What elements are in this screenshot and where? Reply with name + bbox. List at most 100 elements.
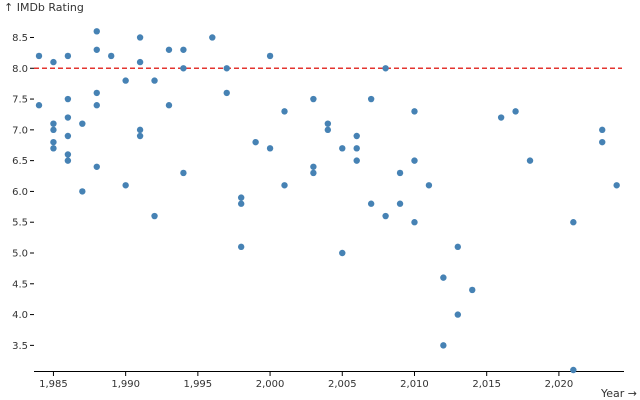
data-point — [281, 182, 288, 189]
x-tick-label: 2,010 — [400, 379, 429, 390]
data-point — [454, 243, 462, 251]
data-point — [353, 132, 360, 140]
data-point — [93, 89, 100, 97]
data-point — [237, 194, 245, 201]
data-point — [136, 126, 144, 134]
data-point — [64, 132, 72, 140]
data-point — [93, 102, 100, 109]
data-point — [93, 28, 100, 35]
data-points — [35, 28, 620, 374]
data-point — [151, 77, 158, 84]
data-point — [35, 102, 43, 109]
data-point — [108, 52, 115, 60]
y-tick-label: 4.5 — [12, 279, 28, 290]
data-point — [79, 120, 86, 127]
data-point — [50, 58, 57, 66]
data-point — [50, 145, 57, 152]
y-axis: 3.5 4.0 4.5 5.0 5.5 6.0 6.5 7.0 7.5 8.0 8.5 — [12, 33, 34, 352]
data-point — [526, 157, 534, 164]
data-point — [613, 182, 620, 189]
x-tick-label: 2,020 — [545, 379, 574, 390]
data-point — [570, 219, 577, 226]
data-point — [122, 182, 129, 189]
data-point — [180, 46, 187, 53]
y-axis-label: ↑ IMDb Rating — [4, 1, 84, 14]
data-point — [50, 138, 57, 146]
data-point — [180, 65, 187, 72]
data-point — [497, 114, 505, 121]
data-point — [324, 120, 332, 127]
data-point — [93, 46, 100, 53]
data-point — [599, 126, 606, 134]
data-point — [454, 311, 462, 318]
y-tick-label: 7.0 — [12, 125, 28, 136]
data-point — [35, 52, 43, 60]
data-point — [237, 243, 245, 251]
data-point — [281, 108, 288, 115]
x-tick-label: 1,995 — [184, 379, 213, 390]
data-point — [64, 95, 72, 103]
x-tick-label: 1,990 — [111, 379, 140, 390]
data-point — [209, 34, 216, 41]
data-point — [165, 46, 173, 53]
data-point — [223, 65, 230, 72]
data-point — [440, 274, 447, 281]
data-point — [79, 188, 86, 195]
data-point — [136, 132, 144, 140]
data-point — [570, 366, 577, 374]
data-point — [367, 95, 375, 103]
y-tick-label: 5.0 — [12, 249, 28, 260]
data-point — [151, 212, 158, 220]
y-tick-label: 5.5 — [12, 218, 28, 229]
data-point — [599, 138, 606, 146]
data-point — [411, 108, 418, 115]
data-point — [180, 169, 187, 177]
data-point — [440, 342, 447, 349]
data-point — [64, 151, 72, 158]
y-tick-label: 4.0 — [12, 310, 28, 321]
data-point — [266, 52, 274, 60]
x-tick-label: 1,985 — [39, 379, 68, 390]
x-tick-label: 2,000 — [256, 379, 285, 390]
data-point — [223, 89, 230, 97]
data-point — [64, 114, 72, 121]
data-point — [136, 58, 144, 66]
y-tick-label: 6.5 — [12, 156, 28, 167]
y-tick-label: 3.5 — [12, 341, 28, 352]
data-point — [382, 65, 389, 72]
data-point — [396, 169, 404, 177]
data-point — [310, 95, 317, 103]
data-point — [382, 212, 389, 220]
data-point — [136, 34, 144, 41]
y-tick-label: 7.5 — [12, 95, 28, 106]
data-point — [425, 182, 433, 189]
data-point — [237, 200, 245, 207]
x-tick-label: 2,015 — [472, 379, 501, 390]
data-point — [50, 120, 57, 127]
y-tick-label: 8.5 — [12, 33, 28, 44]
data-point — [122, 77, 129, 84]
data-point — [469, 286, 476, 294]
data-point — [396, 200, 404, 207]
y-tick-label: 6.0 — [12, 187, 28, 198]
y-tick-label: 8.0 — [12, 64, 28, 75]
data-point — [64, 52, 72, 60]
data-point — [324, 126, 332, 134]
data-point — [411, 157, 418, 164]
data-point — [411, 219, 418, 226]
x-tick-label: 2,005 — [328, 379, 357, 390]
data-point — [50, 126, 57, 134]
data-point — [310, 163, 317, 170]
data-point — [353, 145, 360, 152]
data-point — [339, 249, 346, 257]
data-point — [512, 108, 519, 115]
x-axis-label: Year → — [600, 387, 637, 400]
data-point — [64, 157, 72, 164]
data-point — [266, 145, 274, 152]
data-point — [353, 157, 360, 164]
data-point — [93, 163, 100, 170]
data-point — [252, 138, 259, 146]
data-point — [165, 102, 173, 109]
x-axis: 1,985 1,990 1,995 2,000 2,005 2,010 2,015 2,020 — [39, 371, 573, 390]
